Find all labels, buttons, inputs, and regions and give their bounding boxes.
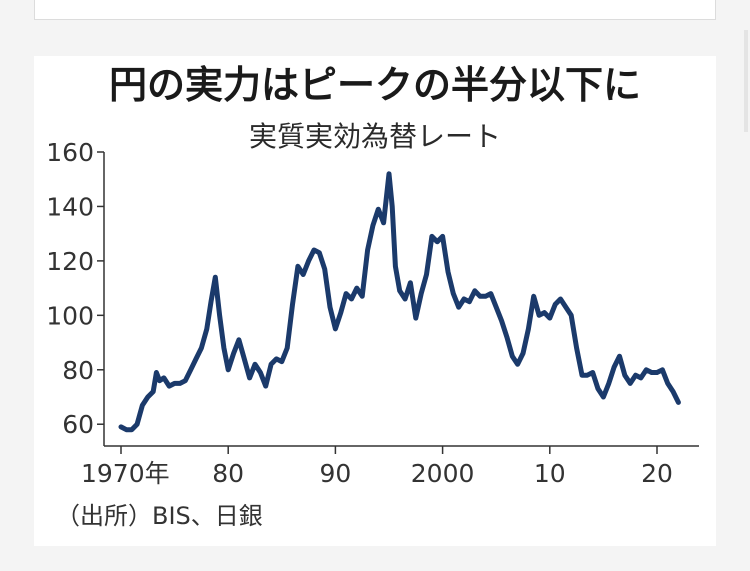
y-axis-ticks: 60 80 100 120 140 160 xyxy=(46,138,104,439)
previous-card xyxy=(34,0,716,20)
chart-card: 円の実力はピークの半分以下に 実質実効為替レート 60 80 100 120 140 16… xyxy=(34,56,716,546)
series-line xyxy=(118,171,681,433)
y-tick-label: 60 xyxy=(62,410,94,439)
chart-subtitle: 実質実効為替レート xyxy=(249,120,501,153)
line-chart: 円の実力はピークの半分以下に 実質実効為替レート 60 80 100 120 140 16… xyxy=(46,63,699,530)
y-tick-label: 120 xyxy=(46,247,94,276)
y-tick-label: 140 xyxy=(46,192,94,221)
x-tick-label: 1970年 xyxy=(81,459,170,488)
y-tick-label: 160 xyxy=(46,138,94,167)
x-tick-label: 2000 xyxy=(411,459,475,488)
y-tick-label: 100 xyxy=(46,301,94,330)
scrollbar[interactable] xyxy=(744,30,748,132)
y-tick-label: 80 xyxy=(62,356,94,385)
x-tick-label: 90 xyxy=(319,459,351,488)
x-axis-ticks: 1970年 80 90 2000 10 20 xyxy=(81,446,673,488)
x-tick-label: 80 xyxy=(212,459,244,488)
x-tick-label: 20 xyxy=(641,459,673,488)
source-note: （出所）BIS、日銀 xyxy=(56,502,263,530)
x-tick-label: 10 xyxy=(534,459,566,488)
chart-title: 円の実力はピークの半分以下に xyxy=(109,63,641,107)
